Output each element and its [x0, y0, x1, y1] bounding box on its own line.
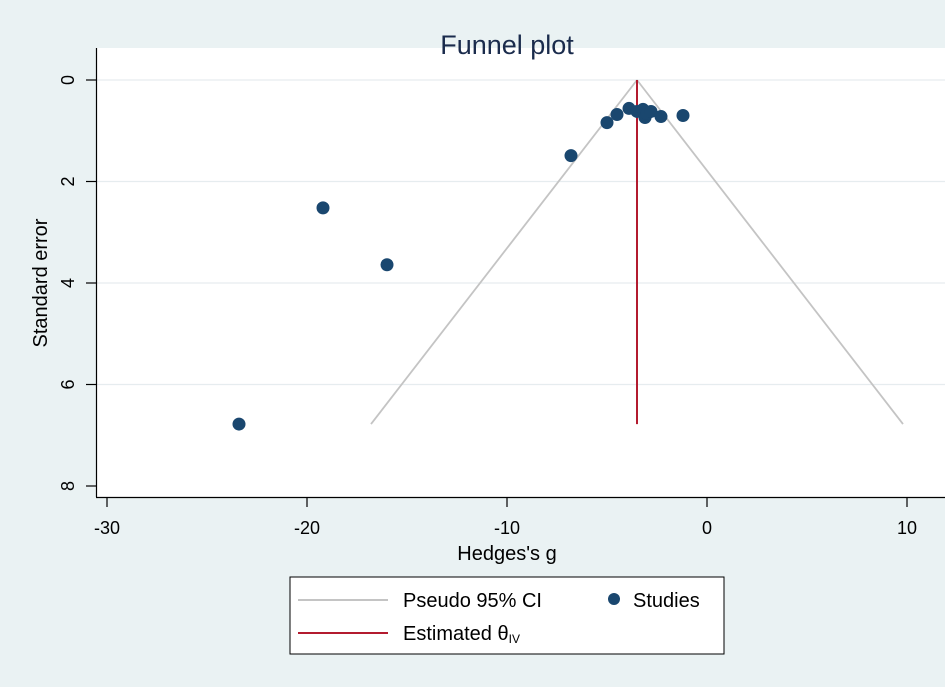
- x-tick-label: 0: [702, 518, 712, 538]
- chart-title: Funnel plot: [440, 30, 574, 60]
- legend-box: [289, 576, 725, 655]
- study-points: [232, 101, 690, 431]
- gridlines: [97, 79, 945, 386]
- study-point-2: [380, 258, 394, 272]
- y-tick-label: 2: [58, 176, 78, 186]
- legend-estimate-subscript: IV: [509, 632, 520, 646]
- legend: Pseudo 95% CI Studies Estimated θIV: [289, 576, 725, 655]
- study-point-1: [316, 201, 330, 215]
- study-point-3: [564, 149, 578, 163]
- legend-studies-marker: [608, 593, 620, 605]
- study-point-0: [232, 417, 246, 431]
- plot-area: [96, 48, 945, 497]
- y-axis-ticks: 0 2 4 6 8: [58, 75, 96, 491]
- study-point-4: [600, 116, 614, 130]
- legend-estimate-text: Estimated θ: [403, 623, 509, 645]
- legend-ci-label: Pseudo 95% CI: [403, 590, 542, 612]
- legend-studies-label: Studies: [633, 590, 700, 612]
- x-tick-label: -10: [494, 518, 520, 538]
- x-tick-label: -20: [294, 518, 320, 538]
- legend-estimate-label: Estimated θIV: [403, 623, 520, 646]
- x-tick-label: -30: [94, 518, 120, 538]
- study-point-12: [654, 110, 668, 124]
- y-tick-label: 0: [58, 75, 78, 85]
- y-axis-title: Standard error: [30, 218, 52, 347]
- x-axis-ticks: -30 -20 -10 0 10: [94, 497, 917, 538]
- pseudo-ci-lines: [370, 79, 904, 425]
- y-tick-label: 8: [58, 481, 78, 491]
- pseudo-ci-upper-line: [636, 79, 904, 425]
- pseudo-ci-lower-line: [370, 79, 638, 425]
- x-axis-title: Hedges's g: [457, 543, 556, 565]
- study-point-5: [610, 108, 624, 122]
- study-point-13: [676, 109, 690, 123]
- y-tick-label: 6: [58, 379, 78, 389]
- study-point-11: [644, 104, 658, 118]
- y-tick-label: 4: [58, 278, 78, 288]
- x-tick-label: 10: [897, 518, 917, 538]
